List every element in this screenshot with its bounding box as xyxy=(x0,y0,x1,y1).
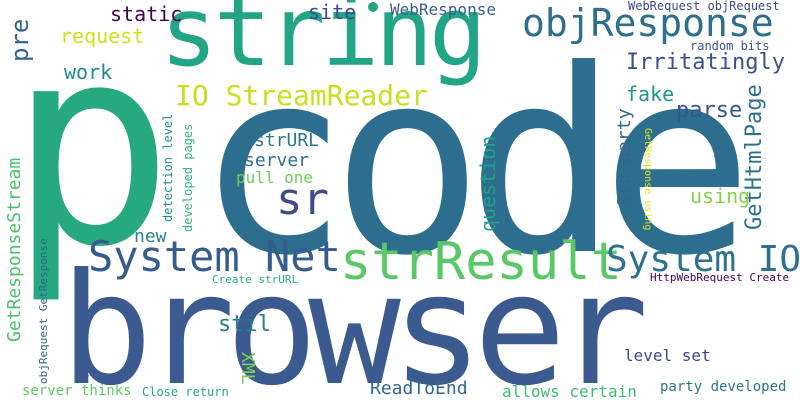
word-readtoend: ReadToEnd xyxy=(370,378,468,399)
word-random-bits: random bits xyxy=(690,39,770,53)
word-developed-pages: developed pages xyxy=(181,123,195,232)
word-request: request xyxy=(60,24,145,48)
word-detection-level: detection level xyxy=(161,113,175,222)
word-objresponse: objResponse xyxy=(522,1,774,45)
word-strurl: strURL xyxy=(254,130,320,151)
word-pull-one: pull one xyxy=(236,168,314,187)
word-static: static xyxy=(110,2,183,26)
word-gethtmlpage: GetHtmlPage xyxy=(742,84,767,230)
word-allows-certain: allows certain xyxy=(502,382,637,400)
word-question: question xyxy=(476,135,500,232)
word-getresponse-using: GetResponse using xyxy=(642,128,653,231)
word-browser: browser xyxy=(60,241,649,400)
word-objrequest-getresponse: objRequest GetResponse xyxy=(37,238,50,384)
word-system-net: System Net xyxy=(88,232,341,281)
word-3rd-party: 3rd party xyxy=(614,108,635,206)
word-parse: parse xyxy=(676,98,743,123)
word-webrequest-objrequest: WebRequest objRequest xyxy=(628,0,780,13)
word-fake: fake xyxy=(626,82,675,106)
word-server: server xyxy=(244,150,310,171)
word-strresult: strResult xyxy=(340,232,622,292)
word-work: work xyxy=(64,60,113,84)
word-close-return: Close return xyxy=(142,385,229,399)
word-server-thinks: server thinks xyxy=(22,383,132,399)
dot-mark xyxy=(368,2,378,12)
word-stil: stil xyxy=(218,312,271,337)
word-xml: XML xyxy=(237,352,258,385)
word-code: code xyxy=(196,15,754,311)
word-httpwebrequest-create: HttpWebRequest Create xyxy=(650,271,790,284)
word-pre: pre xyxy=(6,18,34,62)
word-party-developed: party developed xyxy=(660,379,787,395)
word-irritatingly: Irritatingly xyxy=(626,50,785,75)
word-webresponse: WebResponse xyxy=(390,0,496,19)
word-getresponsestream: GetResponseStream xyxy=(4,157,25,342)
word-sr: sr xyxy=(276,174,329,225)
word-io-streamreader: IO StreamReader xyxy=(175,79,428,112)
word-string: string xyxy=(160,0,487,88)
word-new: new xyxy=(134,226,167,247)
word-create-strurl: Create strURL xyxy=(212,273,299,286)
word-using: using xyxy=(690,184,751,208)
word-site: site xyxy=(308,0,357,24)
word-level-set: level set xyxy=(624,346,711,365)
word-system-io: System IO xyxy=(606,239,800,280)
word-p: p xyxy=(8,0,175,308)
